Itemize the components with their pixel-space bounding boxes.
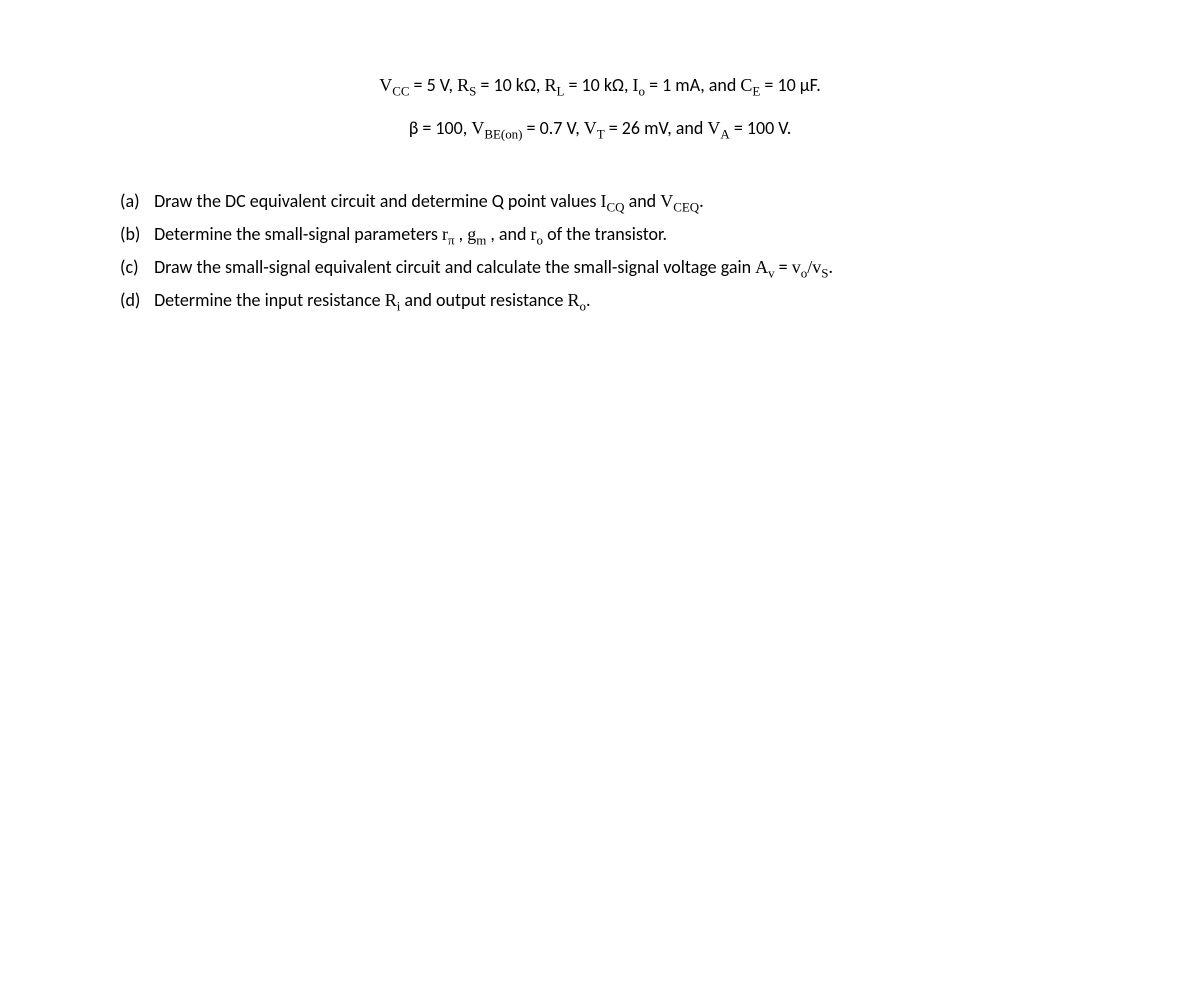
question-list: (a) Draw the DC equivalent circuit and d…: [120, 188, 1120, 316]
circuit-schematic: [320, 426, 880, 736]
question-b: (b) Determine the small-signal parameter…: [120, 221, 1120, 250]
transistor-params-line: β = 100, VBE(on) = 0.7 V, VT = 26 mV, an…: [80, 115, 1120, 144]
question-c: (c) Draw the small-signal equivalent cir…: [120, 254, 1120, 283]
circuit-params-line: VCC = 5 V, RS = 10 kΩ, RL = 10 kΩ, Io = …: [80, 72, 1120, 101]
question-a: (a) Draw the DC equivalent circuit and d…: [120, 188, 1120, 217]
question-d: (d) Determine the input resistance Ri an…: [120, 287, 1120, 316]
